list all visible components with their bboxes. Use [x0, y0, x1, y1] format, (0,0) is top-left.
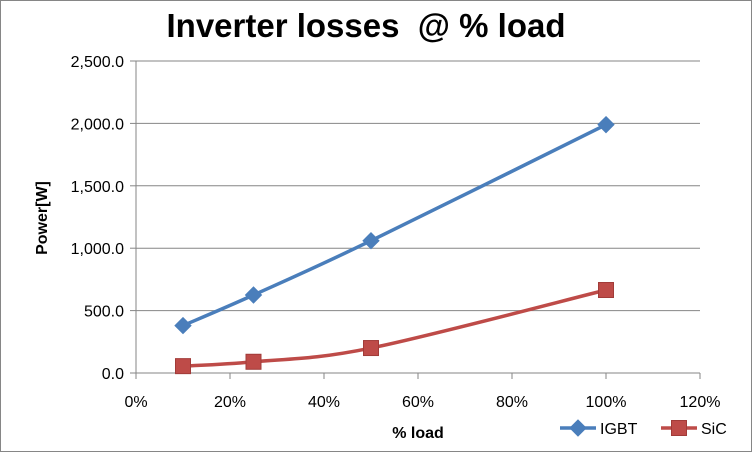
y-tick-labels: 0.0 500.0 1,000.0 1,500.0 2,000.0 2,500.0 — [71, 54, 124, 383]
x-axis-title: % load — [392, 425, 444, 442]
data-point-igbt — [597, 115, 615, 134]
data-point-sic — [363, 340, 379, 357]
x-tick-label: 20% — [214, 394, 246, 411]
y-tick-label: 2,000.0 — [71, 116, 124, 133]
legend-label: SiC — [701, 421, 727, 438]
x-tick-label: 120% — [680, 394, 721, 411]
chart-title: Inverter losses @ % load — [166, 7, 566, 44]
y-tick-label: 0.0 — [102, 366, 124, 383]
x-tick-label: 40% — [308, 394, 340, 411]
data-point-igbt — [244, 286, 263, 304]
data-point-sic — [245, 353, 262, 370]
y-tick-label: 2,500.0 — [71, 54, 124, 71]
data-point-igbt — [174, 316, 192, 335]
y-tick-label: 500.0 — [84, 304, 124, 321]
y-tick-label: 1,500.0 — [71, 179, 124, 196]
legend-item-sic: SiC — [661, 420, 727, 438]
x-tick-label: 0% — [124, 394, 147, 411]
x-tick-label: 60% — [402, 394, 434, 411]
data-point-igbt — [362, 232, 380, 250]
x-tick-label: 100% — [586, 394, 627, 411]
data-point-sic — [598, 282, 614, 299]
y-tick-label: 1,000.0 — [71, 241, 124, 258]
legend-label: IGBT — [600, 421, 638, 438]
series-line-sic — [181, 288, 608, 368]
x-tick-label: 80% — [496, 394, 528, 411]
series-layer — [174, 115, 615, 375]
series-sic — [175, 282, 614, 375]
legend: IGBT SiC — [560, 419, 727, 438]
series-igbt — [174, 115, 615, 335]
x-tick-labels: 0% 20% 40% 60% 80% 100% 120% — [124, 394, 720, 411]
legend-item-igbt: IGBT — [560, 419, 638, 438]
y-axis-title: Power[W] — [34, 181, 51, 255]
series-line-igbt — [181, 122, 608, 328]
data-point-sic — [175, 358, 191, 375]
axes — [130, 60, 701, 379]
legend-swatch-marker — [569, 419, 587, 437]
legend-swatch-marker — [671, 420, 687, 436]
